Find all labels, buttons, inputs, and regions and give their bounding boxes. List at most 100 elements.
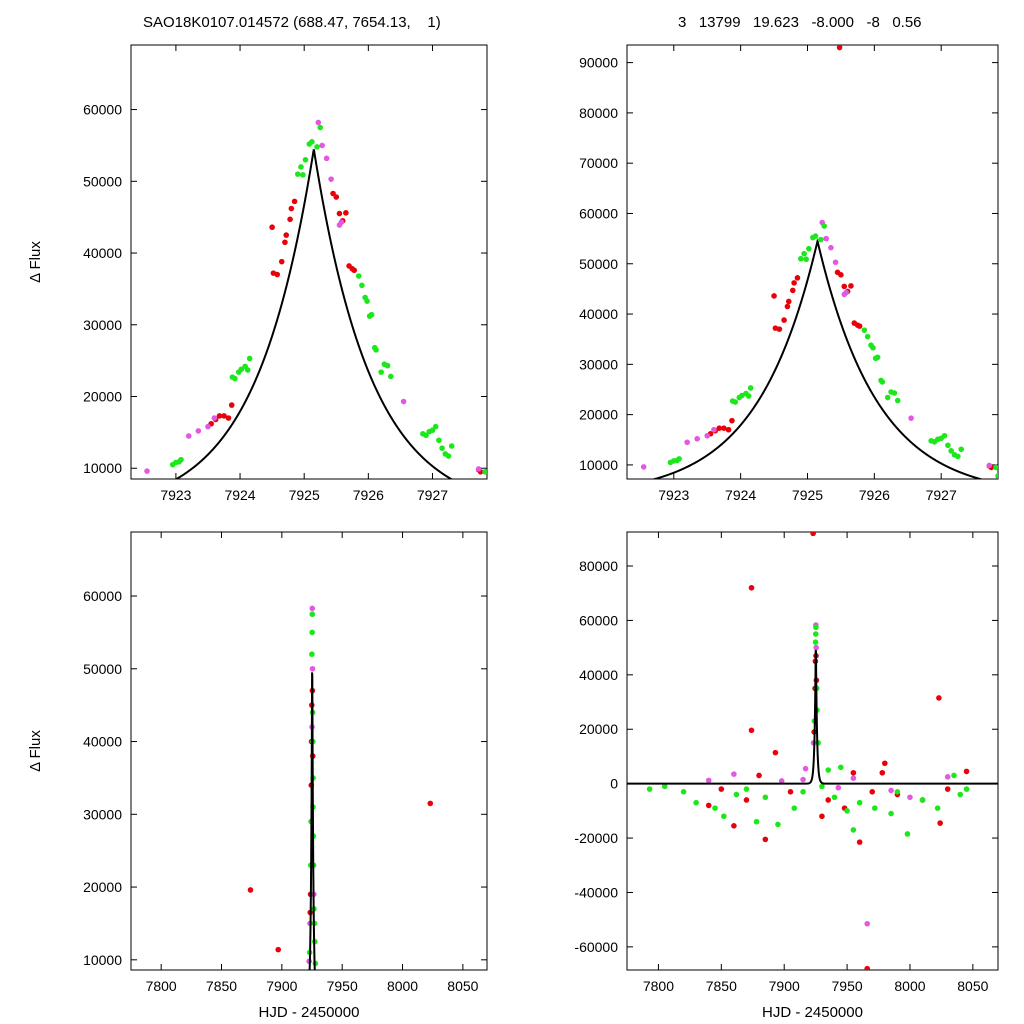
- data-point-magenta: [711, 426, 717, 433]
- model-curve: [627, 649, 998, 785]
- data-point-red: [282, 239, 288, 246]
- data-point-magenta: [684, 439, 690, 446]
- data-point-green: [871, 805, 878, 811]
- x-tick-label: 7923: [160, 487, 191, 503]
- panel-bottom-right: 7800 7850 7900 7950 8000 8050 -60000 -40000 -200…: [574, 531, 999, 1021]
- model-group: [651, 238, 984, 479]
- data-point-magenta: [694, 435, 700, 442]
- data-point-red: [771, 293, 777, 299]
- y-tick-label: 20000: [83, 879, 122, 895]
- data-point-green: [945, 442, 951, 449]
- header-left: SAO18K0107.014572 (688.47, 7654.13, 1): [143, 14, 441, 31]
- data-point-green: [387, 373, 394, 380]
- data-point-green: [355, 273, 362, 279]
- data-point-green: [963, 786, 970, 792]
- data-point-green: [314, 144, 320, 150]
- data-point-red: [274, 271, 281, 278]
- x-tick-label: 7923: [658, 487, 689, 503]
- data-point-red: [762, 836, 769, 843]
- data-point-green: [870, 344, 876, 351]
- data-point-green: [894, 397, 901, 404]
- data-point-red: [351, 267, 358, 274]
- y-tick-label: 60000: [579, 205, 618, 221]
- data-point-green: [244, 367, 251, 373]
- data-point-red: [275, 946, 282, 953]
- data-point-green: [384, 362, 391, 369]
- data-point-magenta: [319, 142, 325, 149]
- data-point-green: [753, 818, 760, 825]
- data-point-red: [756, 772, 762, 779]
- data-point-red: [848, 283, 854, 289]
- data-point-magenta: [843, 289, 850, 296]
- data-point-green: [661, 783, 668, 790]
- data-point-red: [283, 232, 290, 238]
- x-tick-label: 7925: [792, 487, 823, 503]
- data-points: [646, 532, 970, 970]
- data-point-green: [743, 786, 750, 792]
- y-tick-label: 50000: [83, 661, 122, 677]
- data-point-red: [748, 584, 755, 591]
- data-point-green: [378, 369, 384, 375]
- data-point-red: [228, 402, 235, 408]
- data-point-green: [919, 797, 926, 803]
- data-point-green: [934, 805, 941, 811]
- data-point-green: [812, 233, 819, 239]
- data-point-magenta: [828, 244, 834, 251]
- data-point-green: [801, 250, 807, 257]
- y-tick-label: 60000: [83, 102, 122, 118]
- panel-top-right: 7923 7924 7925 7926 7927 10000 20000 30000 40000…: [579, 44, 999, 503]
- data-point-green: [436, 437, 442, 444]
- data-point-red: [725, 426, 732, 433]
- data-point-red: [944, 786, 951, 792]
- data-point-green: [837, 764, 844, 771]
- data-point-red: [819, 813, 825, 820]
- data-point-green: [819, 783, 825, 790]
- data-point-green: [856, 799, 863, 806]
- data-point-magenta: [705, 777, 712, 784]
- data-point-red: [716, 425, 723, 432]
- data-point-green: [821, 223, 827, 229]
- data-point-red: [743, 797, 750, 803]
- data-point-red: [810, 532, 816, 537]
- plot-frame: [130, 531, 488, 971]
- y-tick-label: 20000: [579, 407, 618, 423]
- y-tick-label: 60000: [83, 588, 122, 604]
- data-point-red: [879, 769, 886, 776]
- data-point-magenta: [888, 787, 894, 794]
- data-point-magenta: [778, 778, 785, 784]
- x-tick-label: 7924: [224, 487, 255, 503]
- data-point-green: [762, 794, 769, 801]
- model-group: [174, 149, 454, 479]
- data-point-magenta: [315, 119, 322, 126]
- y-tick-label: 50000: [579, 256, 618, 272]
- y-tick-label: 90000: [579, 55, 618, 71]
- data-point-red: [936, 695, 942, 701]
- y-tick-label: 20000: [579, 721, 618, 737]
- y-tick-label: 40000: [579, 667, 618, 683]
- data-point-magenta: [823, 235, 830, 242]
- data-point-red: [836, 45, 843, 51]
- data-point-green: [676, 456, 682, 462]
- y-tick-label: 10000: [83, 952, 122, 968]
- data-point-red: [789, 287, 796, 294]
- data-point-red: [287, 216, 293, 223]
- y-tick-label: -40000: [574, 884, 618, 900]
- x-tick-label: 7950: [832, 978, 863, 994]
- x-tick-label: 8050: [447, 978, 478, 994]
- data-point-green: [825, 767, 832, 773]
- data-point-red: [963, 768, 970, 775]
- data-point-green: [775, 821, 781, 828]
- data-point-magenta: [850, 775, 857, 782]
- x-tick-label: 8050: [957, 978, 988, 994]
- model-curve: [651, 238, 984, 479]
- x-tick-label: 7800: [146, 978, 177, 994]
- data-point-magenta: [800, 776, 806, 783]
- data-point-magenta: [835, 784, 842, 791]
- data-point-red: [850, 769, 857, 776]
- data-points: [640, 45, 998, 479]
- data-point-green: [721, 813, 727, 820]
- data-point-red: [336, 210, 343, 217]
- data-point-green: [368, 311, 375, 318]
- y-tick-label: 60000: [579, 612, 618, 628]
- data-point-red: [748, 727, 755, 734]
